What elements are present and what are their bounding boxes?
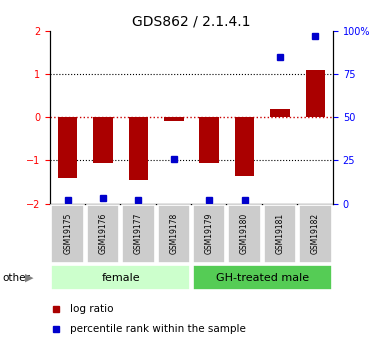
FancyBboxPatch shape <box>122 205 155 263</box>
Text: GH-treated male: GH-treated male <box>216 273 309 283</box>
Text: percentile rank within the sample: percentile rank within the sample <box>70 324 246 334</box>
Bar <box>129 117 148 180</box>
FancyBboxPatch shape <box>87 205 119 263</box>
FancyBboxPatch shape <box>52 265 190 290</box>
Bar <box>58 117 77 178</box>
FancyBboxPatch shape <box>193 265 331 290</box>
Text: GSM19176: GSM19176 <box>99 213 108 254</box>
FancyBboxPatch shape <box>299 205 331 263</box>
Title: GDS862 / 2.1.4.1: GDS862 / 2.1.4.1 <box>132 14 251 29</box>
FancyBboxPatch shape <box>264 205 296 263</box>
Bar <box>306 70 325 117</box>
Bar <box>199 117 219 162</box>
Bar <box>270 109 290 117</box>
Text: female: female <box>102 273 140 283</box>
Text: GSM19178: GSM19178 <box>169 213 178 254</box>
Bar <box>94 117 113 162</box>
FancyBboxPatch shape <box>228 205 261 263</box>
Text: GSM19179: GSM19179 <box>205 213 214 254</box>
Text: GSM19180: GSM19180 <box>240 213 249 254</box>
Text: GSM19175: GSM19175 <box>63 213 72 254</box>
Text: other: other <box>2 273 30 283</box>
Text: log ratio: log ratio <box>70 304 113 314</box>
FancyBboxPatch shape <box>52 205 84 263</box>
FancyBboxPatch shape <box>157 205 190 263</box>
Bar <box>235 117 254 176</box>
FancyBboxPatch shape <box>193 205 226 263</box>
Bar <box>164 117 184 121</box>
Text: GSM19177: GSM19177 <box>134 213 143 254</box>
Text: ▶: ▶ <box>25 273 33 283</box>
Text: GSM19182: GSM19182 <box>311 213 320 254</box>
Text: GSM19181: GSM19181 <box>275 213 285 254</box>
